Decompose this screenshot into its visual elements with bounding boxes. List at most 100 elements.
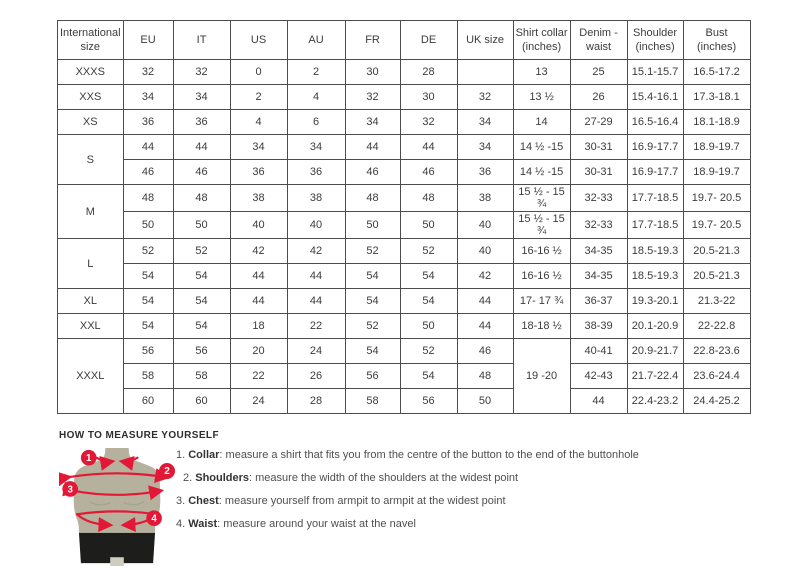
- table-row: 54 54 44 44 54 54 42 16-16 ½ 34-35 18.5-19.3 20.5-…: [58, 263, 751, 289]
- value-cell: 13: [512, 59, 571, 85]
- value-cell: 52: [122, 238, 174, 264]
- value-cell: 54: [344, 288, 401, 314]
- value-cell: 42: [456, 263, 514, 289]
- value-cell: 58: [122, 363, 174, 389]
- value-cell: 44: [456, 313, 514, 339]
- value-cell: 34: [122, 84, 174, 110]
- value-cell: 24: [229, 388, 288, 414]
- value-cell: 32: [344, 84, 401, 110]
- measure-title: HOW TO MEASURE YOURSELF: [59, 430, 219, 441]
- value-cell: 54: [344, 263, 401, 289]
- value-cell: 17.7-18.5: [626, 184, 684, 212]
- value-cell: 58: [344, 388, 401, 414]
- value-cell: 30-31: [569, 159, 628, 185]
- shared-collar-cell: 19 -20: [512, 338, 571, 414]
- value-cell: 16.5-16.4: [626, 109, 684, 135]
- value-cell: 18.9-19.7: [682, 159, 751, 185]
- step-number: 1.: [176, 449, 189, 461]
- value-cell: 28: [399, 59, 458, 85]
- step-text: : measure the width of the shoulders at …: [249, 472, 519, 484]
- value-cell: 4: [286, 84, 346, 110]
- value-cell: 30: [344, 59, 401, 85]
- column-header: US: [229, 20, 288, 60]
- value-cell: 38: [286, 184, 346, 212]
- value-cell: 42-43: [569, 363, 628, 389]
- table-row: XXS 34 34 2 4 32 30 32 13 ½ 26 15.4-16.1 17.3-18.1: [57, 84, 751, 110]
- step-text: : measure around your waist at the navel: [217, 518, 416, 530]
- size-label-cell: S: [57, 134, 124, 185]
- value-cell: 54: [172, 263, 231, 289]
- value-cell: 44: [229, 263, 288, 289]
- svg-text:3: 3: [67, 484, 73, 495]
- value-cell: 58: [172, 363, 231, 389]
- table-row: L 52 52 42 42 52 52 40 16-16 ½ 34-35 18.5-19.3 20.5…: [57, 238, 751, 289]
- value-cell: 15.1-15.7: [626, 59, 684, 85]
- measure-step: 2. Shoulders: measure the width of the s…: [176, 472, 639, 485]
- value-cell: 2: [229, 84, 288, 110]
- value-cell: 22.8-23.6: [682, 338, 751, 364]
- table-row: XXXS 32 32 0 2 30 28 13 25 15.1-15.7 16.5-17.2: [57, 59, 751, 85]
- table-row: S 44 44 34 34 44 44 34 14 ½ -15 30-31 16.9-17.7 18.…: [57, 134, 751, 185]
- value-cell: 15.4-16.1: [626, 84, 684, 110]
- value-cell: 60: [122, 388, 174, 414]
- value-cell: 27-29: [569, 109, 628, 135]
- value-cell: 19.7- 20.5: [682, 211, 751, 239]
- step-text: : measure yourself from armpit to armpit…: [218, 495, 506, 507]
- table-row: XS 36 36 4 6 34 32 34 14 27-29 16.5-16.4 18.1-18.9: [57, 109, 751, 135]
- value-cell: 38: [229, 184, 288, 212]
- value-cell: 15 ½ - 15 ¾: [512, 211, 571, 239]
- value-cell: 50: [172, 211, 231, 239]
- value-cell: 14: [512, 109, 571, 135]
- table-row: 58 58 22 26 56 54 48 42-43 21.7-22.4 23.6-24.4: [58, 363, 751, 389]
- value-cell: 32: [399, 109, 458, 135]
- value-cell: 56: [122, 338, 174, 364]
- size-label-cell: M: [57, 184, 124, 239]
- value-cell: 48: [456, 363, 514, 389]
- step-term: Collar: [188, 449, 220, 461]
- value-cell: 48: [122, 184, 174, 212]
- value-cell: 46: [456, 338, 514, 364]
- value-cell: 22-22.8: [682, 313, 751, 339]
- value-cell: 16.9-17.7: [626, 134, 684, 160]
- value-cell: 34: [286, 134, 346, 160]
- value-cell: 22: [229, 363, 288, 389]
- value-cell: 32-33: [569, 184, 628, 212]
- column-header: AU: [286, 20, 346, 60]
- value-cell: 19.7- 20.5: [682, 184, 751, 212]
- value-cell: 46: [172, 159, 231, 185]
- value-cell: 54: [122, 263, 174, 289]
- table-row: XL 54 54 44 44 54 54 44 17- 17 ¾ 36-37 19.3-20.1 21…: [57, 288, 751, 314]
- value-cell: 18.1-18.9: [682, 109, 751, 135]
- value-cell: 24.4-25.2: [682, 388, 751, 414]
- value-cell: 20.5-21.3: [682, 263, 751, 289]
- value-cell: 40: [456, 211, 514, 239]
- value-cell: 16-16 ½: [512, 238, 571, 264]
- value-cell: 34-35: [569, 238, 628, 264]
- column-header: Shoulder (inches): [626, 20, 684, 60]
- value-cell: 36: [229, 159, 288, 185]
- value-cell: 50: [399, 211, 458, 239]
- value-cell: 44: [122, 134, 174, 160]
- value-cell: 52: [344, 313, 401, 339]
- value-cell: 18.5-19.3: [626, 263, 684, 289]
- column-header: FR: [344, 20, 401, 60]
- value-cell: 26: [569, 84, 628, 110]
- header-row: International size EU IT US AU FR DE UK size Shi…: [57, 20, 751, 60]
- value-cell: 16.5-17.2: [682, 59, 751, 85]
- step-term: Shoulders: [195, 472, 250, 484]
- value-cell: 56: [399, 388, 458, 414]
- value-cell: 32: [456, 84, 514, 110]
- value-cell: 0: [229, 59, 288, 85]
- value-cell: 17- 17 ¾: [512, 288, 571, 314]
- column-header: Shirt collar (inches): [512, 20, 571, 60]
- value-cell: 54: [399, 363, 458, 389]
- value-cell: 13 ½: [512, 84, 571, 110]
- value-cell: 44: [172, 134, 231, 160]
- value-cell: 40: [229, 211, 288, 239]
- value-cell: 46: [344, 159, 401, 185]
- value-cell: 30-31: [569, 134, 628, 160]
- column-header: IT: [172, 20, 231, 60]
- value-cell: 14 ½ -15: [512, 159, 571, 185]
- value-cell: 44: [399, 134, 458, 160]
- value-cell: 6: [286, 109, 346, 135]
